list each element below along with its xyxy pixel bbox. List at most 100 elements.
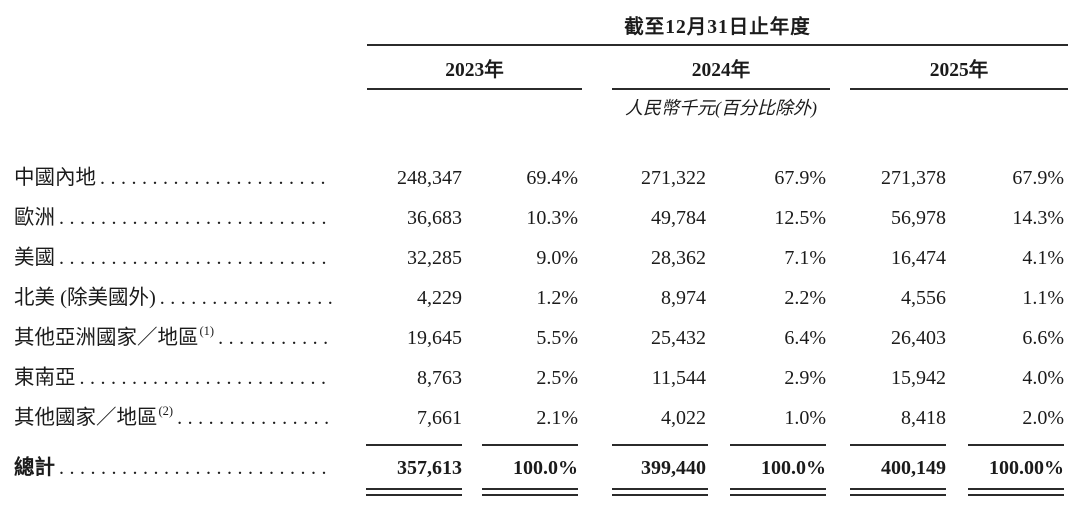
single-rule [730,444,826,446]
amount-value: 28,362 [651,247,706,269]
table-row: 美國 32,285 9.0% 28,362 7.1% 16,474 4.1% [0,238,1068,278]
single-rule [612,444,708,446]
dot-leader [100,158,332,198]
double-rule [482,488,578,496]
year-header-2025: 2025年 [850,46,1068,90]
percent-value: 2.1% [536,407,578,429]
total-percent-value: 100.00% [989,457,1064,479]
rule-cell [710,438,830,448]
percent-value: 67.9% [774,167,826,189]
double-rule [366,488,462,496]
row-label: 其他國家／地區 (2) [0,398,352,438]
double-rule [968,488,1064,496]
rule-cell [850,488,950,502]
region-name: 歐洲 [14,207,55,229]
row-label: 歐洲 [0,198,352,238]
amount-value: 11,544 [651,367,706,389]
percent-value: 6.6% [1022,327,1064,349]
region-name: 其他亞洲國家／地區 [14,327,199,349]
amount-value: 8,974 [661,287,706,309]
rule-cell [466,438,582,448]
amount-value: 271,322 [641,167,706,189]
table-row: 東南亞 8,763 2.5% 11,544 2.9% 15,942 4.0% [0,358,1068,398]
year-header-2024: 2024年 [612,46,830,90]
region-name: 美國 [14,247,55,269]
percent-value: 1.1% [1022,287,1064,309]
dot-leader [59,238,332,278]
rule-cell [710,488,830,502]
total-bottom-rule-row [0,488,1068,502]
dot-leader [218,318,332,358]
amount-value: 49,784 [651,207,706,229]
percent-value: 1.0% [784,407,826,429]
amount-value: 4,229 [417,287,462,309]
percent-value: 2.5% [536,367,578,389]
dot-leader [59,448,332,488]
region-name: 北美 (除美國外) [14,287,156,309]
period-header: 截至12月31日止年度 [367,14,1068,46]
footnote-marker: (2) [158,404,174,418]
region-name: 東南亞 [14,367,76,389]
percent-value: 12.5% [774,207,826,229]
single-rule [850,444,946,446]
total-amount-value: 399,440 [641,457,706,479]
single-rule [482,444,578,446]
rule-cell [850,438,950,448]
dot-leader [177,398,332,438]
amount-value: 25,432 [651,327,706,349]
row-label: 美國 [0,238,352,278]
amount-value: 7,661 [417,407,462,429]
total-amount-value: 357,613 [397,457,462,479]
region-name: 總計 [14,457,55,479]
footnote-marker: (1) [199,324,215,338]
financial-table: 截至12月31日止年度 2023年 2024年 2025年 人民幣千元(百分比除… [0,0,1068,502]
percent-value: 1.2% [536,287,578,309]
region-name: 中國內地 [14,167,96,189]
dot-leader [59,198,332,238]
table-row: 北美 (除美國外) 4,229 1.2% 8,974 2.2% 4,556 1.1% [0,278,1068,318]
amount-value: 32,285 [407,247,462,269]
percent-value: 2.9% [784,367,826,389]
year-header-2023: 2023年 [367,46,582,90]
amount-value: 248,347 [397,167,462,189]
percent-value: 6.4% [784,327,826,349]
row-label: 總計 [0,448,352,488]
percent-value: 14.3% [1012,207,1064,229]
unit-note: 人民幣千元(百分比除外) [625,98,817,118]
percent-value: 4.0% [1022,367,1064,389]
double-rule [850,488,946,496]
double-rule [612,488,708,496]
amount-value: 271,378 [881,167,946,189]
row-label: 北美 (除美國外) [0,278,352,318]
percent-value: 10.3% [526,207,578,229]
single-rule [366,444,462,446]
rule-cell [466,488,582,502]
total-top-rule-row [0,438,1068,448]
percent-value: 2.0% [1022,407,1064,429]
unit-note-row: 人民幣千元(百分比除外) [0,90,1068,120]
dot-leader [80,358,333,398]
single-rule [968,444,1064,446]
header-body-gap [0,120,1068,158]
percent-value: 69.4% [526,167,578,189]
amount-value: 26,403 [891,327,946,349]
amount-value: 4,556 [901,287,946,309]
table-row: 其他亞洲國家／地區(1) 19,645 5.5% 25,432 6.4% 26,403 6.… [0,318,1068,358]
rule-cell [352,488,466,502]
row-label: 中國內地 [0,158,352,198]
rule-cell [950,488,1068,502]
table-total-row: 總計 357,613 100.0% 399,440 100.0% 400,149 100.0… [0,448,1068,488]
period-header-row: 截至12月31日止年度 [0,14,1068,46]
percent-value: 2.2% [784,287,826,309]
row-label: 東南亞 [0,358,352,398]
rule-cell [612,488,710,502]
amount-value: 16,474 [891,247,946,269]
percent-value: 5.5% [536,327,578,349]
dot-leader [160,278,332,318]
double-rule [730,488,826,496]
percent-value: 4.1% [1022,247,1064,269]
amount-value: 56,978 [891,207,946,229]
table-body: 中國內地 248,347 69.4% 271,322 67.9% 271,378 67.9%… [0,158,1068,502]
amount-value: 8,418 [901,407,946,429]
percent-value: 7.1% [784,247,826,269]
